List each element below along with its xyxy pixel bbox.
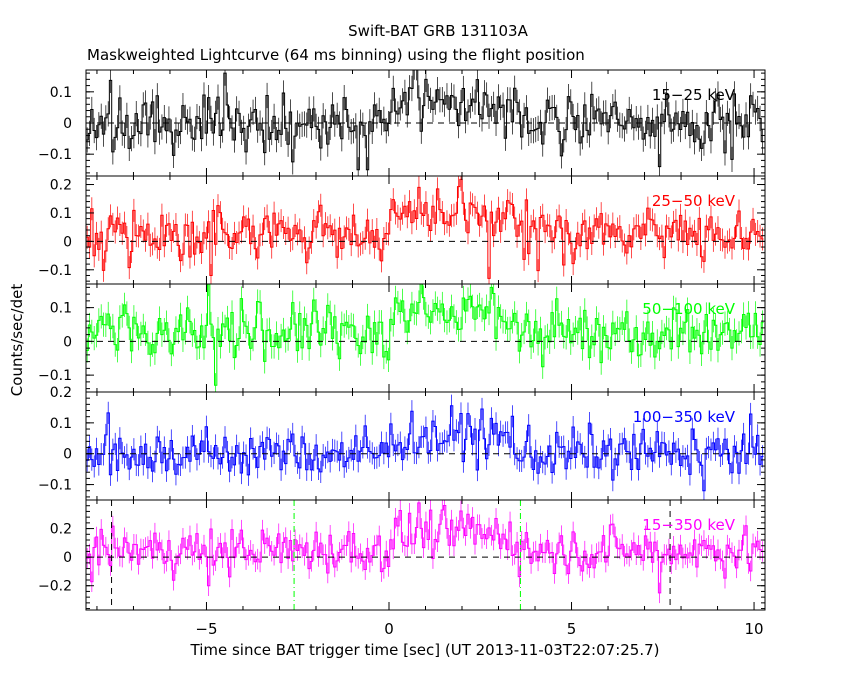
y-tick-label: 0.2 (50, 522, 72, 538)
panel-15-350-kev: −0.2 0 0.2 15−350 keV (38, 499, 766, 611)
panel-25-50-kev: −0.1 0 0.1 0.2 25−50 keV (38, 175, 766, 285)
y-tick-label: 0.2 (50, 178, 72, 194)
x-axis-label: Time since BAT trigger time [sec] (UT 20… (190, 641, 660, 659)
band-label: 25−50 keV (652, 192, 736, 210)
y-tick-label: 0 (63, 334, 72, 350)
band-label: 100−350 keV (633, 408, 736, 426)
y-tick-label: 0.2 (50, 385, 72, 401)
band-label: 50−100 keV (642, 300, 735, 318)
y-tick-label: 0.1 (50, 416, 72, 432)
x-tick-label: 5 (567, 620, 577, 638)
y-tick-label: 0 (63, 550, 72, 566)
chart-subtitle: Maskweighted Lightcurve (64 ms binning) … (87, 46, 585, 64)
y-tick-label: −0.1 (38, 368, 72, 384)
y-tick-label: −0.1 (38, 478, 72, 494)
y-tick-label: 0.1 (50, 85, 72, 101)
panel-15-25-kev: −0.1 0 0.1 15−25 keV (38, 69, 766, 177)
panels-layer: −0.100.1 15−25 keV−0.100.10.225−50 keV−0.… (38, 69, 766, 638)
x-tick-label: 0 (384, 620, 394, 638)
panel-100-350-kev: −0.1 0 0.1 0.2 100−350 keV (38, 385, 766, 501)
x-tick-label: 10 (745, 620, 764, 638)
band-label: 15−350 keV (642, 516, 735, 534)
band-label: 15−25 keV (652, 86, 736, 104)
y-tick-label: −0.1 (38, 263, 72, 279)
panel-50-100-kev: −0.1 0 0.1 50−100 keV (38, 283, 766, 393)
series-line (86, 70, 764, 171)
y-tick-label: 0 (63, 116, 72, 132)
y-tick-label: 0 (63, 447, 72, 463)
y-tick-label: −0.1 (38, 147, 72, 163)
chart-title: Swift-BAT GRB 131103A (348, 22, 528, 40)
y-tick-label: 0 (63, 234, 72, 250)
y-tick-label: −0.2 (38, 579, 72, 595)
y-tick-label: 0.1 (50, 301, 72, 317)
y-axis-label: Counts/sec/det (8, 284, 26, 397)
series-line (86, 502, 764, 594)
series-line (86, 178, 764, 279)
series-line (86, 284, 764, 386)
y-tick-label: 0.1 (50, 206, 72, 222)
x-tick-label: −5 (195, 620, 217, 638)
